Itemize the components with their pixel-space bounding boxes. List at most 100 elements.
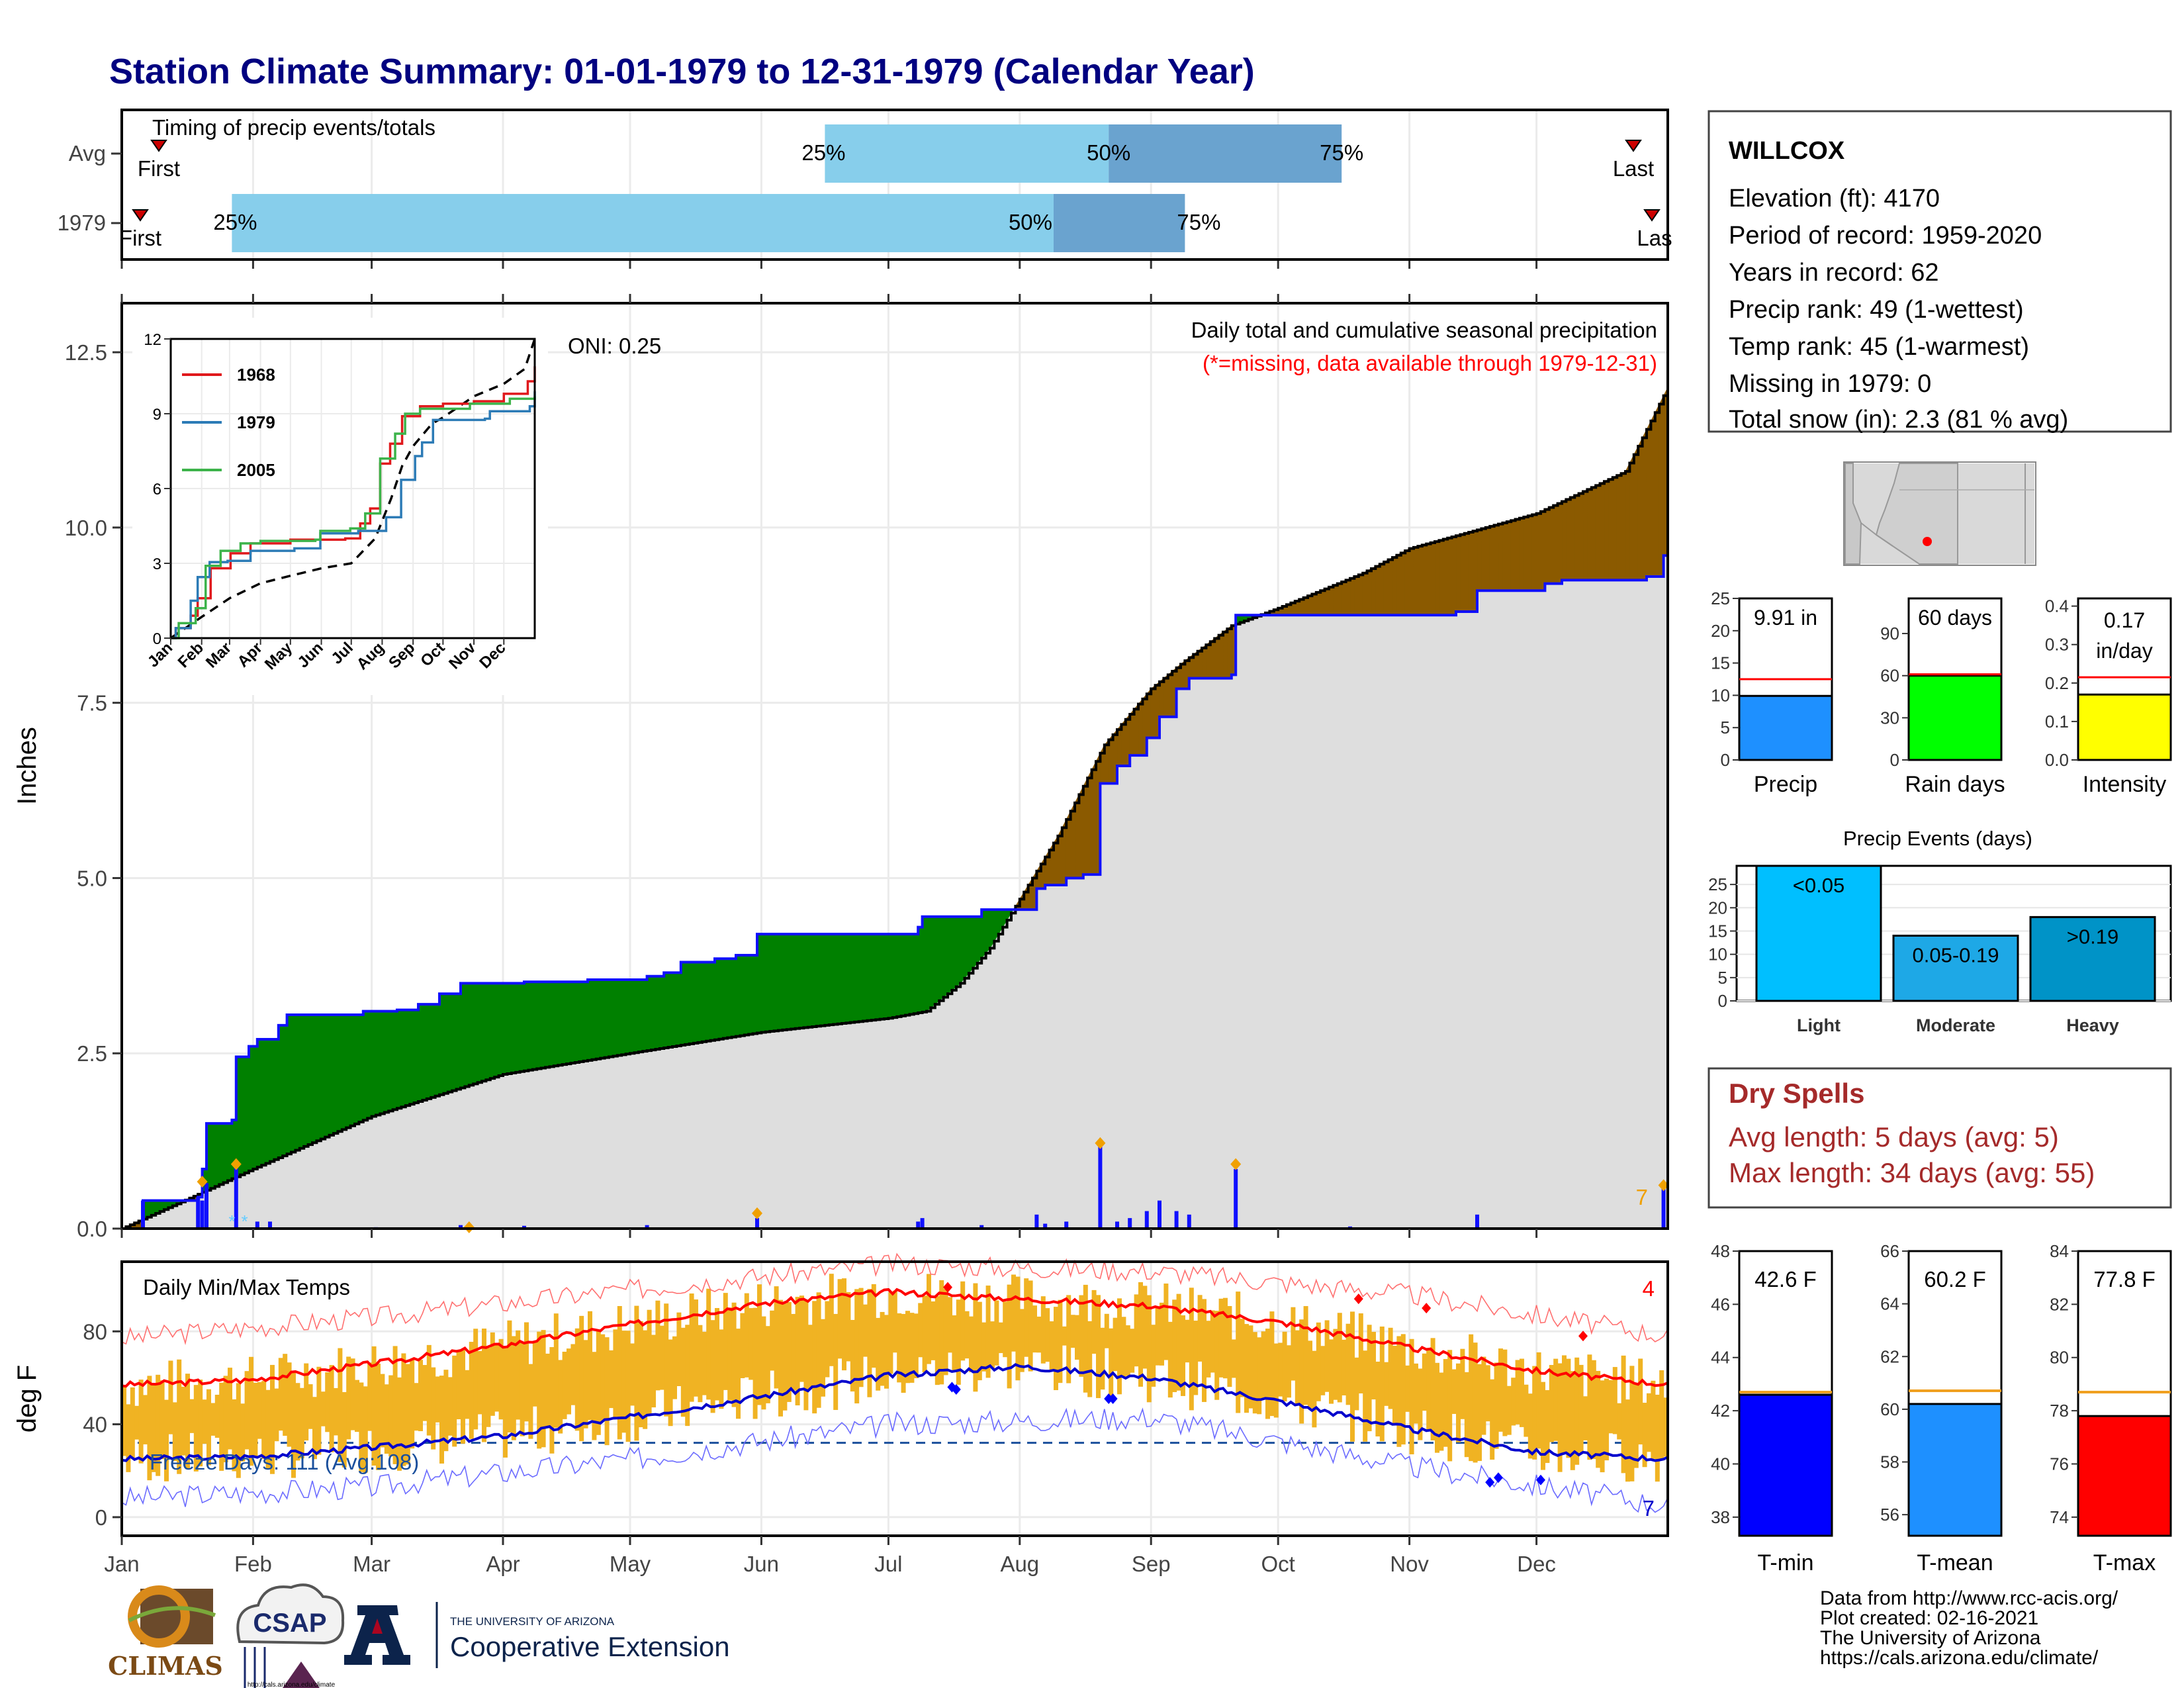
daily-temp-range-bar [1337,1313,1342,1403]
daily-precip-bar [979,1225,984,1229]
daily-temp-range-bar [927,1274,931,1364]
record-temp-marker [951,1383,961,1395]
temperature-y-tick-label: 0 [95,1505,107,1530]
daily-temp-range-bar [990,1321,995,1369]
daily-temp-range-bar [702,1331,707,1395]
daily-temp-range-bar [723,1293,728,1390]
daily-temp-range-bar [1223,1297,1228,1379]
daily-temp-range-bar [1087,1321,1093,1397]
summary-bar-label: Intensity [2083,772,2167,797]
daily-temp-range-bar [1536,1352,1541,1449]
daily-temp-range-bar [422,1365,428,1421]
daily-temp-range-bar [537,1331,542,1449]
daily-temp-range-bar [147,1376,152,1481]
events-y-tick-label: 25 [1708,874,1727,894]
daily-temp-range-bar [934,1296,940,1385]
daily-temp-range-bar [884,1315,889,1389]
last-event-marker [1643,209,1661,222]
daily-precip-bar [1098,1144,1103,1229]
daily-temp-range-bar [960,1281,966,1361]
footer-line-data: Data from http://www.rcc-acis.org/ [1820,1587,2118,1609]
month-label: Apr [486,1552,520,1576]
temperature-summary-bars: 38 40 42 44 46 48 42.6 F T-min 56 58 60 62 64 66 60.2 … [1711,1241,2172,1575]
daily-temp-range-bar [888,1291,893,1374]
daily-temp-range-bar [1210,1310,1215,1373]
page-title: Station Climate Summary: 01-01-1979 to 1… [109,52,1255,91]
daily-temp-range-bar [973,1283,978,1392]
daily-temp-range-bar [1566,1358,1571,1458]
daily-temp-range-bar [643,1330,648,1429]
daily-precip-bar [522,1225,526,1229]
inset-legend-label: 1968 [237,365,275,385]
normal-cumulative-line [122,387,1669,1230]
temp-summary-value-label: 77.8 F [2093,1267,2156,1291]
daily-temp-range-bar [1113,1317,1118,1372]
daily-temp-range-bar [1011,1274,1016,1352]
daily-temp-range-bar [922,1295,927,1373]
events-y-tick-label: 0 [1718,991,1727,1011]
daily-temp-range-bar [338,1348,343,1462]
precip-y-tick-label: 2.5 [77,1041,107,1066]
timing-label-25: 25% [213,210,257,234]
daily-temp-range-bar [363,1386,368,1473]
daily-temp-range-bar [1045,1308,1050,1362]
timing-label-75: 75% [1177,210,1220,234]
temp-summary-y-tick-label: 84 [2050,1241,2069,1261]
daily-temp-range-bar [1273,1343,1279,1418]
daily-temp-range-bar [588,1311,592,1421]
daily-temp-range-bar [948,1297,952,1353]
daily-temp-range-bar [1405,1365,1410,1412]
heavy-event-marker [1658,1179,1669,1192]
daily-temp-range-bar [867,1289,872,1397]
temp-summary-y-tick-label: 76 [2050,1454,2069,1474]
daily-precip-bar [1144,1211,1149,1229]
daily-temp-range-bar [1541,1382,1545,1470]
daily-temp-range-bar [918,1303,923,1358]
daily-temp-range-bar [1083,1284,1088,1393]
temp-summary-bar-label: T-max [2093,1550,2156,1575]
daily-temp-range-bar [1515,1360,1520,1425]
precip-frame [120,302,1669,1230]
daily-temp-range-bar [837,1279,842,1359]
daily-temp-range-bar [863,1304,868,1357]
summary-y-tick-label: 20 [1711,621,1730,641]
daily-precip-bar [255,1221,259,1229]
daily-temp-range-bar [710,1320,715,1413]
events-y-tick-label: 20 [1708,898,1727,917]
daily-temp-range-bar [1578,1364,1584,1453]
temp-summary-y-tick-label: 38 [1711,1507,1730,1527]
daily-temp-range-bar [553,1313,559,1428]
daily-temp-range-bar [816,1292,821,1408]
daily-temp-range-bar [694,1299,698,1397]
daily-temp-range-bar [647,1309,652,1415]
record-temp-marker [1353,1293,1363,1305]
daily-temp-range-bar [1121,1317,1126,1377]
daily-temp-range-bar [1312,1350,1317,1428]
record-high-count: 4 [1643,1276,1655,1301]
daily-temp-range-bar [630,1343,635,1406]
station-info: WILLCOX Elevation (ft): 4170 Period of r… [1707,110,2172,434]
record-low-count: 7 [1643,1496,1655,1521]
summary-value-label: 9.91 in [1754,606,1817,630]
summary-y-tick-label: 0.3 [2045,635,2069,655]
summary-y-tick-label: 0.4 [2045,596,2069,616]
daily-temp-range-bar [1392,1346,1397,1424]
daily-temp-range-bar [1028,1280,1033,1372]
daily-temp-range-bar [223,1376,228,1462]
daily-temp-range-bar [655,1300,660,1391]
daily-temp-range-bar [1146,1295,1152,1403]
temp-summary-bar-T-min [1738,1393,1833,1537]
record-temp-marker [1485,1477,1495,1488]
daily-temp-range-bar [1040,1296,1046,1364]
daily-temp-range-bar [871,1284,876,1368]
daily-temp-range-bar [156,1374,161,1476]
record-temp-marker [1108,1393,1118,1404]
dry-spells: Dry Spells Avg length: 5 days (avg: 5) M… [1707,1067,2172,1209]
daily-temp-range-bar [473,1329,478,1430]
daily-temp-range-bar [367,1362,373,1431]
daily-temp-range-bar [791,1313,796,1391]
daily-temp-range-bar [1193,1321,1199,1395]
dry-spells-avg: Avg length: 5 days (avg: 5) [1729,1121,2059,1152]
daily-temp-range-bar [1125,1325,1130,1376]
daily-temp-range-bar [304,1363,309,1441]
